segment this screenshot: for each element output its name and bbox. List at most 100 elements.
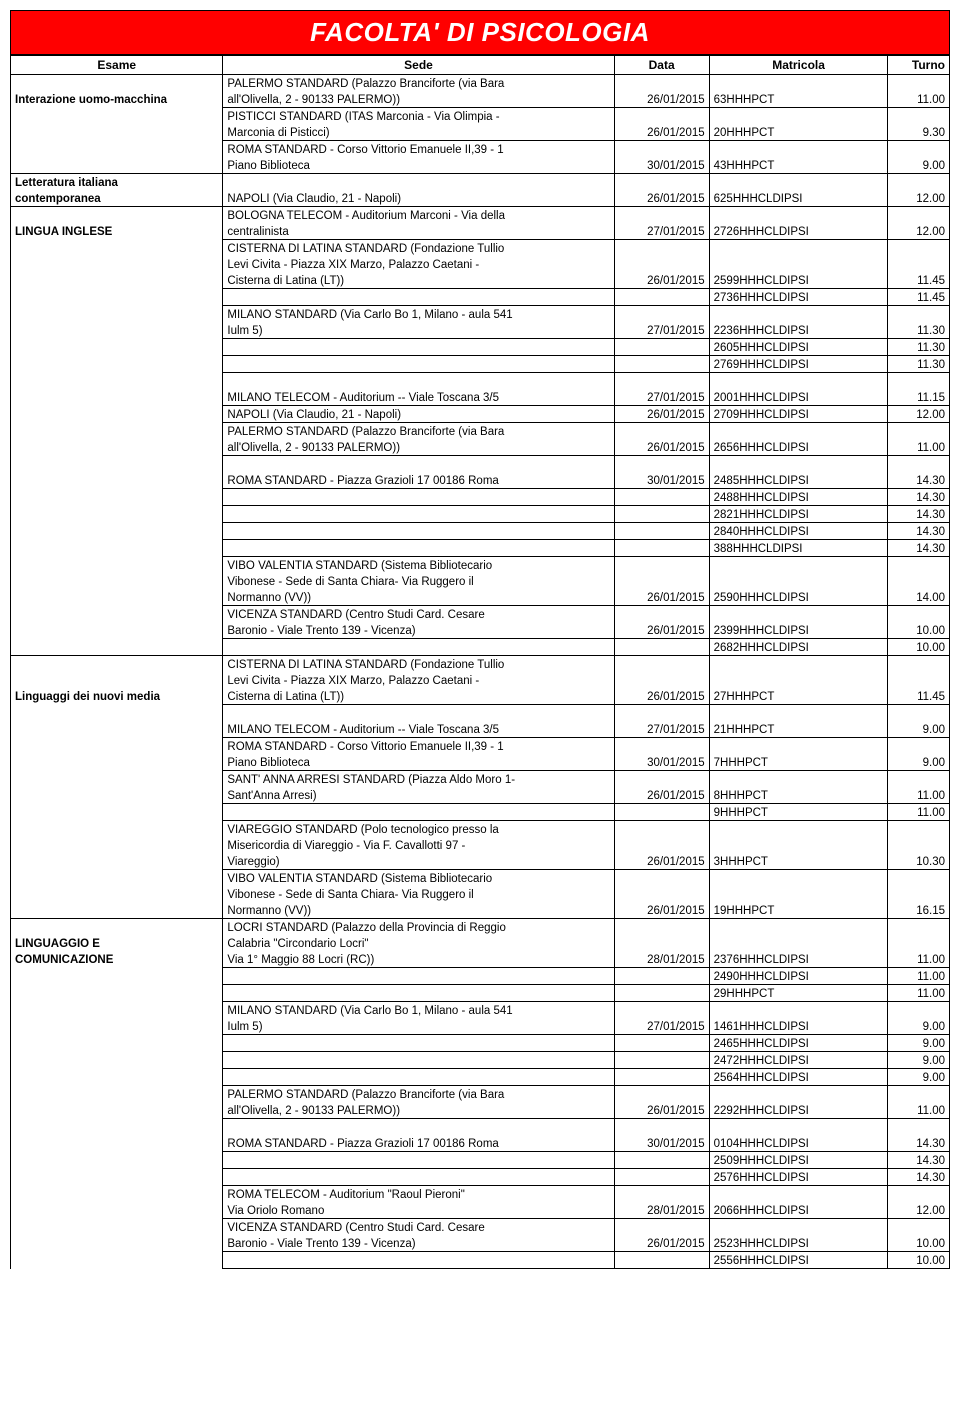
cell-data: 27/01/2015	[614, 389, 709, 406]
cell-data: 27/01/2015	[614, 322, 709, 339]
cell-sede: Normanno (VV))	[223, 902, 614, 919]
cell-esame	[11, 721, 223, 738]
cell-data	[614, 75, 709, 92]
cell-mat: 625HHHCLDIPSI	[709, 190, 888, 207]
cell-esame	[11, 804, 223, 821]
col-matricola: Matricola	[709, 56, 888, 75]
cell-mat	[709, 870, 888, 887]
cell-sede: ROMA STANDARD - Piazza Grazioli 17 00186…	[223, 472, 614, 489]
cell-turno	[888, 771, 950, 788]
table-row: 2472HHHCLDIPSI9.00	[11, 1052, 950, 1069]
cell-sede: Vibonese - Sede di Santa Chiara- Via Rug…	[223, 886, 614, 902]
col-data: Data	[614, 56, 709, 75]
cell-sede: Via 1° Maggio 88 Locri (RC))	[223, 951, 614, 968]
cell-mat: 2682HHHCLDIPSI	[709, 639, 888, 656]
cell-data: 27/01/2015	[614, 223, 709, 240]
cell-mat: 8HHHPCT	[709, 787, 888, 804]
cell-turno: 14.30	[888, 506, 950, 523]
cell-sede	[223, 705, 614, 722]
cell-data: 26/01/2015	[614, 622, 709, 639]
col-sede: Sede	[223, 56, 614, 75]
cell-turno: 11.30	[888, 339, 950, 356]
cell-esame	[11, 322, 223, 339]
cell-sede: LOCRI STANDARD (Palazzo della Provincia …	[223, 919, 614, 936]
cell-mat: 2736HHHCLDIPSI	[709, 289, 888, 306]
cell-esame	[11, 472, 223, 489]
cell-data	[614, 489, 709, 506]
cell-sede: ROMA STANDARD - Corso Vittorio Emanuele …	[223, 141, 614, 158]
table-row: VICENZA STANDARD (Centro Studi Card. Ces…	[11, 1219, 950, 1236]
cell-esame: contemporanea	[11, 190, 223, 207]
cell-esame	[11, 272, 223, 289]
table-row: 2556HHHCLDIPSI10.00	[11, 1252, 950, 1269]
cell-sede	[223, 1252, 614, 1269]
cell-turno: 11.30	[888, 356, 950, 373]
cell-esame	[11, 1235, 223, 1252]
cell-esame	[11, 606, 223, 623]
table-row: Piano Biblioteca30/01/20157HHHPCT9.00	[11, 754, 950, 771]
table-row: all'Olivella, 2 - 90133 PALERMO))26/01/2…	[11, 439, 950, 456]
cell-esame	[11, 240, 223, 257]
cell-data	[614, 1219, 709, 1236]
cell-mat: 9HHHPCT	[709, 804, 888, 821]
table-row: contemporaneaNAPOLI (Via Claudio, 21 - N…	[11, 190, 950, 207]
cell-esame	[11, 1119, 223, 1136]
table-row: 29HHHPCT11.00	[11, 985, 950, 1002]
cell-sede: all'Olivella, 2 - 90133 PALERMO))	[223, 1102, 614, 1119]
cell-data	[614, 306, 709, 323]
cell-turno: 11.15	[888, 389, 950, 406]
cell-esame: COMUNICAZIONE	[11, 951, 223, 968]
cell-sede: VIAREGGIO STANDARD (Polo tecnologico pre…	[223, 821, 614, 838]
cell-sede: ROMA TELECOM - Auditorium "Raoul Pieroni…	[223, 1186, 614, 1203]
cell-sede: centralinista	[223, 223, 614, 240]
cell-esame: LINGUA INGLESE	[11, 223, 223, 240]
cell-mat	[709, 935, 888, 951]
cell-data	[614, 738, 709, 755]
cell-esame	[11, 886, 223, 902]
cell-mat	[709, 108, 888, 125]
cell-data	[614, 1119, 709, 1136]
cell-sede	[223, 339, 614, 356]
cell-sede: VIBO VALENTIA STANDARD (Sistema Bibliote…	[223, 870, 614, 887]
cell-sede	[223, 804, 614, 821]
cell-esame	[11, 124, 223, 141]
cell-esame	[11, 639, 223, 656]
cell-esame	[11, 1186, 223, 1203]
cell-sede	[223, 373, 614, 390]
cell-mat	[709, 919, 888, 936]
header-row: Esame Sede Data Matricola Turno	[11, 56, 950, 75]
table-row: PALERMO STANDARD (Palazzo Branciforte (v…	[11, 423, 950, 440]
cell-mat: 2656HHHCLDIPSI	[709, 439, 888, 456]
cell-mat	[709, 1002, 888, 1019]
cell-esame	[11, 540, 223, 557]
table-row: 2605HHHCLDIPSI11.30	[11, 339, 950, 356]
cell-sede: Baronio - Viale Trento 139 - Vicenza)	[223, 1235, 614, 1252]
cell-mat	[709, 705, 888, 722]
cell-mat: 2465HHHCLDIPSI	[709, 1035, 888, 1052]
cell-data	[614, 705, 709, 722]
cell-data: 26/01/2015	[614, 902, 709, 919]
table-row: ROMA STANDARD - Piazza Grazioli 17 00186…	[11, 472, 950, 489]
cell-esame: Linguaggi dei nuovi media	[11, 688, 223, 705]
cell-mat	[709, 306, 888, 323]
cell-sede: BOLOGNA TELECOM - Auditorium Marconi - V…	[223, 207, 614, 224]
table-row: Via Oriolo Romano28/01/20152066HHHCLDIPS…	[11, 1202, 950, 1219]
cell-turno	[888, 573, 950, 589]
cell-esame	[11, 837, 223, 853]
cell-sede	[223, 540, 614, 557]
cell-data	[614, 174, 709, 191]
table-row	[11, 1119, 950, 1136]
cell-sede: SANT' ANNA ARRESI STANDARD (Piazza Aldo …	[223, 771, 614, 788]
table-row: ROMA STANDARD - Corso Vittorio Emanuele …	[11, 141, 950, 158]
cell-data	[614, 919, 709, 936]
cell-mat: 2709HHHCLDIPSI	[709, 406, 888, 423]
cell-data	[614, 1069, 709, 1086]
cell-esame	[11, 1202, 223, 1219]
cell-turno	[888, 1002, 950, 1019]
cell-turno: 9.00	[888, 1035, 950, 1052]
table-row: Normanno (VV))26/01/201519HHHPCT16.15	[11, 902, 950, 919]
cell-data	[614, 108, 709, 125]
cell-mat: 2490HHHCLDIPSI	[709, 968, 888, 985]
cell-data: 26/01/2015	[614, 688, 709, 705]
cell-data: 28/01/2015	[614, 1202, 709, 1219]
